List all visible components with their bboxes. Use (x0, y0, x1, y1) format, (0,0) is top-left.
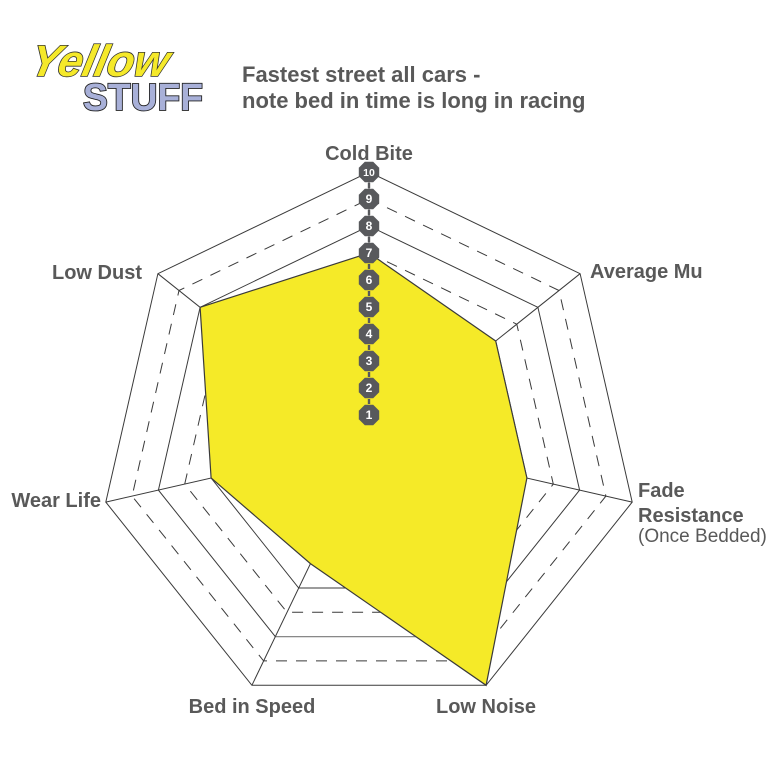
svg-text:4: 4 (366, 327, 373, 341)
svg-text:10: 10 (363, 167, 375, 179)
svg-text:Cold Bite: Cold Bite (325, 143, 413, 165)
svg-text:Low Noise: Low Noise (436, 696, 536, 718)
svg-text:7: 7 (366, 246, 373, 260)
svg-text:8: 8 (366, 219, 373, 233)
svg-text:Average Mu: Average Mu (590, 261, 703, 283)
svg-text:Low Dust: Low Dust (52, 262, 142, 284)
svg-text:Bed in Speed: Bed in Speed (189, 696, 316, 718)
svg-text:Wear Life: Wear Life (11, 490, 101, 512)
svg-text:Fade: Fade (638, 480, 685, 502)
svg-text:6: 6 (366, 273, 373, 287)
svg-text:2: 2 (366, 381, 373, 395)
svg-text:5: 5 (366, 300, 373, 314)
svg-text:3: 3 (366, 354, 373, 368)
svg-text:9: 9 (366, 192, 373, 206)
svg-text:(Once Bedded): (Once Bedded) (638, 526, 767, 547)
svg-text:STUFF: STUFF (83, 77, 203, 119)
svg-text:Resistance: Resistance (638, 505, 744, 527)
svg-text:1: 1 (366, 408, 373, 422)
